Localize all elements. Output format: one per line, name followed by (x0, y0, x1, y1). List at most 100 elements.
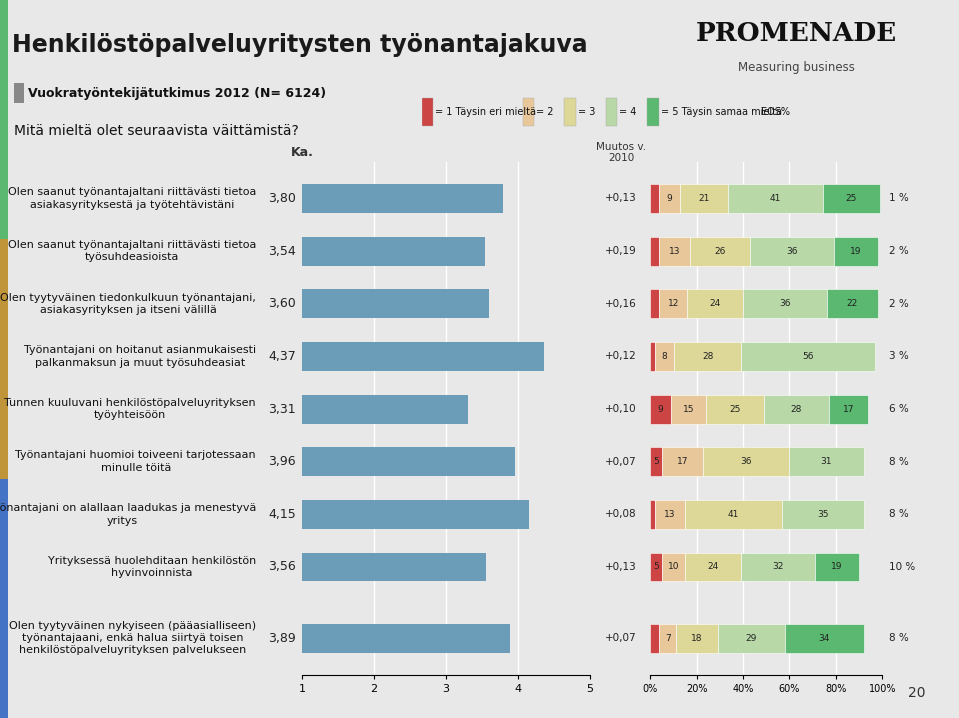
Text: 29: 29 (745, 633, 757, 643)
Text: 3,31: 3,31 (269, 403, 295, 416)
Text: 17: 17 (843, 404, 854, 414)
Text: 2 %: 2 % (890, 246, 909, 256)
Bar (671, 395, 706, 424)
Text: 13: 13 (665, 510, 676, 519)
Text: 26: 26 (714, 246, 726, 256)
Bar (655, 342, 674, 371)
Bar (0, 479, 8, 718)
Bar (688, 289, 743, 318)
Text: 13: 13 (668, 246, 680, 256)
Bar (302, 447, 515, 476)
Bar (728, 184, 823, 213)
Bar (662, 553, 685, 582)
Text: 22: 22 (847, 299, 857, 308)
Text: 9: 9 (658, 404, 664, 414)
Text: 34: 34 (819, 633, 830, 643)
Text: 4,15: 4,15 (268, 508, 295, 521)
Bar (0, 0, 8, 239)
Bar (523, 98, 534, 126)
Bar (680, 184, 728, 213)
Bar (650, 184, 660, 213)
Bar (690, 237, 750, 266)
Text: +0,12: +0,12 (604, 351, 637, 361)
Text: = 4: = 4 (620, 107, 637, 117)
Text: Muutos v.
2010: Muutos v. 2010 (596, 141, 646, 164)
Text: 25: 25 (729, 404, 740, 414)
Bar (302, 395, 468, 424)
Text: = 3: = 3 (578, 107, 596, 117)
Text: 35: 35 (817, 510, 829, 519)
Text: +0,08: +0,08 (605, 509, 636, 519)
Bar (663, 447, 703, 476)
Bar (829, 395, 868, 424)
Text: = 2: = 2 (536, 107, 554, 117)
Bar (827, 289, 877, 318)
Bar (740, 553, 815, 582)
Text: +0,19: +0,19 (604, 246, 637, 256)
Bar (650, 289, 660, 318)
Text: Ka.: Ka. (291, 146, 314, 159)
Bar (302, 237, 484, 266)
Text: 5: 5 (653, 457, 659, 466)
Text: Vuokratyöntekijätutkimus 2012 (N= 6124): Vuokratyöntekijätutkimus 2012 (N= 6124) (29, 87, 326, 100)
Text: 3,89: 3,89 (268, 632, 295, 645)
Text: +0,07: +0,07 (605, 633, 636, 643)
Text: 4,37: 4,37 (268, 350, 295, 363)
Bar (0, 239, 8, 479)
Text: 24: 24 (707, 562, 718, 572)
Text: +0,13: +0,13 (604, 193, 637, 203)
Bar (650, 553, 662, 582)
Bar (302, 553, 486, 582)
Text: 8: 8 (662, 352, 667, 361)
Bar (823, 184, 880, 213)
Text: +0,16: +0,16 (604, 299, 637, 309)
Text: PROMENADE: PROMENADE (695, 21, 897, 46)
Bar (706, 395, 764, 424)
Text: 21: 21 (698, 194, 710, 203)
Text: Olen saanut työnantajaltani riittävästi tietoa
asiakasyrityksestä ja työtehtävis: Olen saanut työnantajaltani riittävästi … (8, 187, 256, 210)
Text: 3,80: 3,80 (268, 192, 295, 205)
Text: 18: 18 (690, 633, 702, 643)
Bar (650, 447, 663, 476)
Bar (14, 83, 24, 103)
Bar (302, 500, 528, 528)
Text: 31: 31 (821, 457, 832, 466)
Bar (660, 237, 690, 266)
Text: 8 %: 8 % (890, 509, 909, 519)
Text: Mitä mieltä olet seuraavista väittämistä?: Mitä mieltä olet seuraavista väittämistä… (14, 124, 299, 139)
Bar (655, 500, 686, 528)
Text: 2 %: 2 % (890, 299, 909, 309)
Text: 36: 36 (740, 457, 752, 466)
Bar (833, 237, 877, 266)
Text: 3,96: 3,96 (269, 455, 295, 468)
Text: +0,07: +0,07 (605, 457, 636, 467)
Text: 12: 12 (667, 299, 679, 308)
Text: 36: 36 (786, 246, 798, 256)
Text: 3,60: 3,60 (268, 297, 295, 310)
Text: 9: 9 (667, 194, 672, 203)
Text: = 1 Täysin eri mieltä: = 1 Täysin eri mieltä (435, 107, 536, 117)
Text: 8 %: 8 % (890, 633, 909, 643)
Bar (606, 98, 618, 126)
Bar (676, 623, 717, 653)
Text: 25: 25 (846, 194, 857, 203)
Bar (650, 500, 655, 528)
Text: 19: 19 (831, 562, 843, 572)
Text: 6 %: 6 % (890, 404, 909, 414)
Text: 41: 41 (770, 194, 782, 203)
Bar (302, 289, 489, 318)
Text: Tunnen kuuluvani henkilöstöpalveluyrityksen
työyhteisöön: Tunnen kuuluvani henkilöstöpalveluyrityk… (5, 398, 256, 420)
Bar (660, 184, 680, 213)
Bar (703, 447, 789, 476)
Bar (750, 237, 833, 266)
Text: 15: 15 (683, 404, 694, 414)
Text: 5: 5 (653, 562, 659, 572)
Text: 28: 28 (791, 404, 802, 414)
Text: EOS%: EOS% (761, 107, 790, 117)
Text: 56: 56 (803, 352, 814, 361)
Bar (650, 342, 655, 371)
Text: +0,13: +0,13 (604, 562, 637, 572)
Bar (674, 342, 741, 371)
Text: 3,56: 3,56 (268, 561, 295, 574)
Bar (302, 184, 503, 213)
